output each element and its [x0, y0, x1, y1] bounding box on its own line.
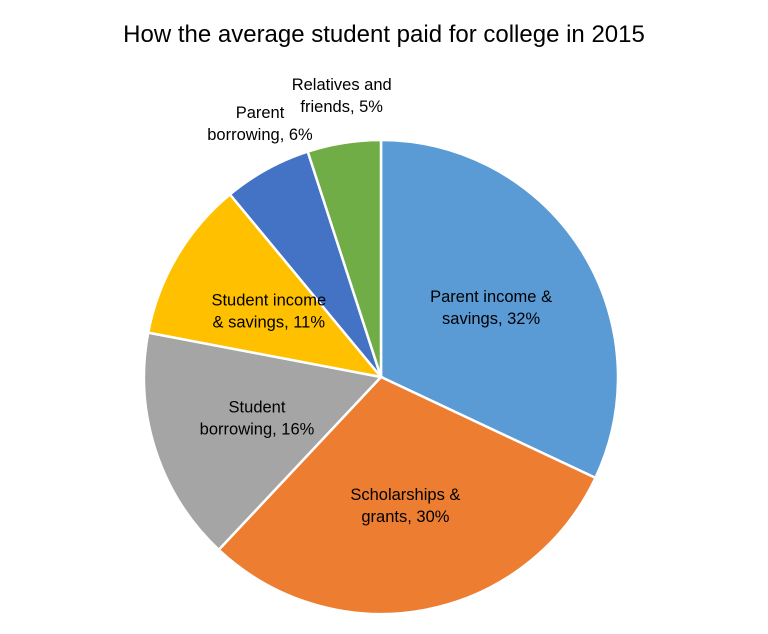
slice-label-line: & savings, 11%: [213, 314, 326, 332]
slice-label-line: Student: [229, 398, 286, 416]
pie-slices: [142, 138, 620, 616]
slice-label-line: grants, 30%: [361, 508, 449, 526]
slice-label-line: Parent: [236, 104, 285, 122]
pie-slice-relatives-and-friends: [306, 138, 383, 378]
slice-label-line: borrowing, 16%: [200, 420, 315, 438]
slice-label-line: Relatives and: [292, 76, 392, 94]
pie-slice-scholarships-and-grants: [216, 375, 598, 616]
slice-label-line: savings, 32%: [442, 310, 540, 328]
slice-label-line: Scholarships &: [350, 486, 460, 504]
slice-label-scholarships-and-grants: Scholarships & grants, 30%: [350, 486, 460, 526]
slice-label-line: Parent income &: [430, 288, 552, 306]
slice-label-student-income-and-savings: Student income & savings, 11%: [211, 292, 326, 332]
slice-label-student-borrowing: Student borrowing, 16%: [200, 398, 315, 438]
slice-label-line: Student income: [211, 292, 326, 310]
slice-label-parent-borrowing: Parent borrowing, 6%: [207, 104, 313, 144]
pie-slice-student-borrowing: [142, 331, 384, 552]
pie-labels: Parent income & savings, 32% Scholarships …: [200, 76, 552, 526]
chart-title: How the average student paid for college…: [123, 21, 645, 48]
slice-label-relatives-and-friends: Relatives and friends, 5%: [292, 76, 392, 116]
slice-label-line: friends, 5%: [300, 98, 383, 116]
pie-slice-parent-income-and-savings: [379, 138, 620, 480]
slice-label-line: borrowing, 6%: [207, 126, 313, 144]
slice-label-parent-income-and-savings: Parent income & savings, 32%: [430, 288, 552, 328]
pie-slice-student-income-and-savings: [146, 192, 385, 379]
